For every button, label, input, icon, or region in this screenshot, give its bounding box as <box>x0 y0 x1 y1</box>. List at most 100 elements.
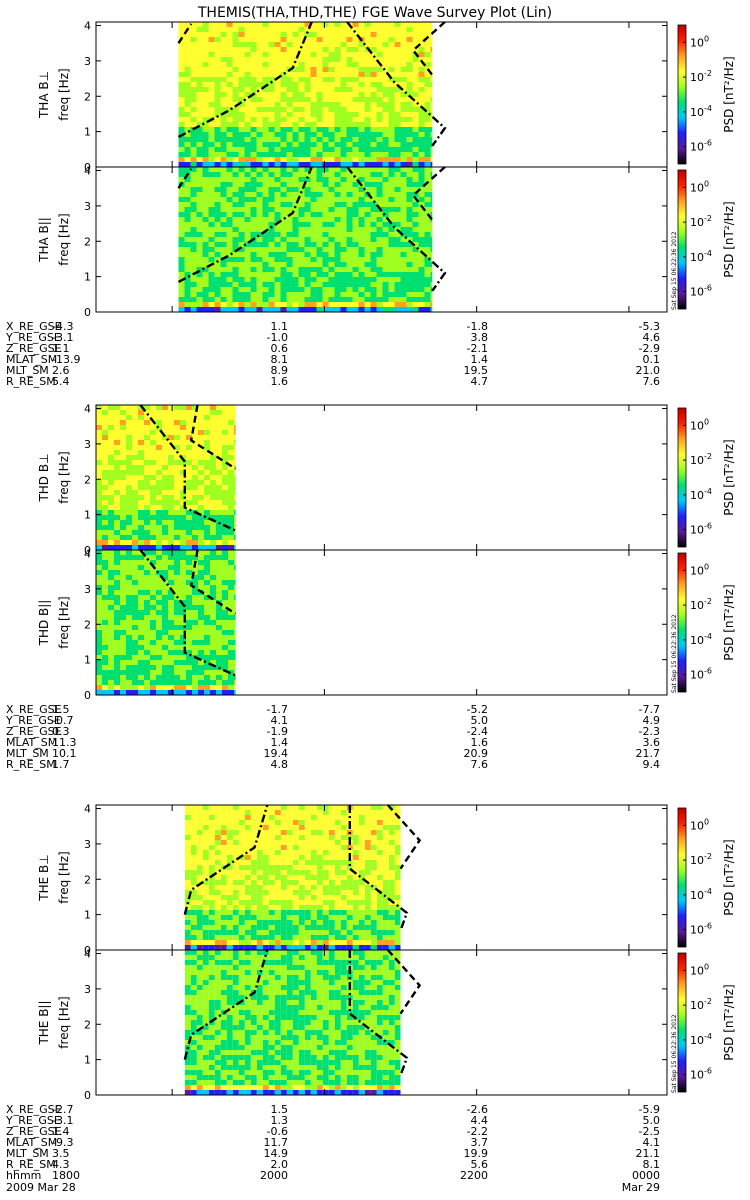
spectrogram-cell <box>180 485 186 490</box>
spectrogram-cell <box>340 940 347 945</box>
spectrogram-cell <box>340 157 347 162</box>
spectrogram-cell <box>394 257 401 262</box>
spectrogram-cell <box>424 202 431 207</box>
spectrogram-cell <box>340 910 347 915</box>
spectrogram-cell <box>150 490 156 495</box>
spectrogram-cell <box>268 107 275 112</box>
spectrogram-cell <box>202 172 209 177</box>
spectrogram-cell <box>280 920 287 925</box>
spectrogram-cell <box>178 82 185 87</box>
spectrogram-cell <box>388 257 395 262</box>
spectrogram-cell <box>262 287 269 292</box>
spectrogram-cell <box>228 560 234 565</box>
spectrogram-cell <box>352 47 359 52</box>
spectrogram-cell <box>346 302 353 307</box>
spectrogram-cell <box>370 87 377 92</box>
spectrogram-cell <box>244 267 251 272</box>
spectrogram-cell <box>198 465 204 470</box>
spectrogram-cell <box>364 132 371 137</box>
spectrogram-cell <box>286 855 293 860</box>
spectrogram-cell <box>238 242 245 247</box>
spectrogram-cell <box>382 187 389 192</box>
spectrogram-cell <box>334 87 341 92</box>
spectrogram-cell <box>370 67 377 72</box>
spectrogram-cell <box>168 670 174 675</box>
spectrogram-cell <box>96 490 102 495</box>
spectrogram-cell <box>234 690 236 695</box>
spectrogram-cell <box>228 620 234 625</box>
spectrogram-cell <box>138 590 144 595</box>
spectrogram-cell <box>394 162 401 167</box>
spectrogram-cell <box>196 237 203 242</box>
spectrogram-cell <box>256 82 263 87</box>
spectrogram-cell <box>328 860 335 865</box>
spectrogram-cell <box>208 212 215 217</box>
spectrogram-cell <box>216 595 222 600</box>
spectrogram-cell <box>178 267 185 272</box>
spectrogram-cell <box>184 132 191 137</box>
y-tick-label: 2 <box>84 473 91 486</box>
spectrogram-cell <box>280 835 287 840</box>
spectrogram-cell <box>256 147 263 152</box>
spectrogram-cell <box>168 555 174 560</box>
spectrogram-cell <box>334 880 341 885</box>
spectrogram-cell <box>196 307 203 312</box>
spectrogram-cell <box>126 485 132 490</box>
spectrogram-cell <box>358 152 365 157</box>
spectrogram-cell <box>238 122 245 127</box>
spectrogram-cell <box>316 257 323 262</box>
spectrogram-cell <box>126 470 132 475</box>
spectrogram-cell <box>274 267 281 272</box>
spectrogram-cell <box>400 197 407 202</box>
spectrogram-cell <box>298 172 305 177</box>
spectrogram-cell <box>144 630 150 635</box>
spectrogram-cell <box>156 475 162 480</box>
spectrogram-cell <box>196 935 203 940</box>
spectrogram-cell <box>204 470 210 475</box>
spectrogram-cell <box>114 530 120 535</box>
spectrogram-cell <box>262 930 269 935</box>
spectrogram-cell <box>132 620 138 625</box>
spectrogram-cell <box>178 217 185 222</box>
spectrogram-cell <box>220 307 227 312</box>
spectrogram-cell <box>190 227 197 232</box>
spectrogram-cell <box>370 257 377 262</box>
spectrogram-cell <box>232 192 239 197</box>
spectrogram-cell <box>304 840 311 845</box>
spectrogram-cell <box>126 605 132 610</box>
spectrogram-cell <box>214 62 221 67</box>
spectrogram-cell <box>304 227 311 232</box>
spectrogram-cell <box>132 600 138 605</box>
spectrogram-cell <box>210 520 216 525</box>
spectrogram-cell <box>168 590 174 595</box>
spectrogram-cell <box>382 257 389 262</box>
spectrogram-thd-perp <box>96 405 236 550</box>
spectrogram-cell <box>328 27 335 32</box>
spectrogram-cell <box>358 830 365 835</box>
spectrogram-cell <box>268 67 275 72</box>
spectrogram-cell <box>286 122 293 127</box>
spectrogram-cell <box>156 460 162 465</box>
spectrogram-cell <box>234 635 236 640</box>
spectrogram-cell <box>412 32 419 37</box>
spectrogram-cell <box>340 810 347 815</box>
spectrogram-cell <box>202 37 209 42</box>
spectrogram-cell <box>382 177 389 182</box>
spectrogram-cell <box>238 840 245 845</box>
spectrogram-cell <box>250 37 257 42</box>
y-tick-label: 4 <box>84 548 91 561</box>
spectrogram-cell <box>418 187 425 192</box>
spectrogram-cell <box>364 830 371 835</box>
spectrogram-cell <box>292 282 299 287</box>
spectrogram-cell <box>190 52 197 57</box>
spectrogram-cell <box>340 62 347 67</box>
spectrogram-cell <box>178 197 185 202</box>
spectrogram-cell <box>108 510 114 515</box>
spectrogram-cell <box>304 825 311 830</box>
spectrogram-cell <box>424 152 431 157</box>
spectrogram-cell <box>358 232 365 237</box>
spectrogram-cell <box>346 112 353 117</box>
spectrogram-cell <box>274 252 281 257</box>
spectrogram-cell <box>162 635 168 640</box>
spectrogram-cell <box>198 535 204 540</box>
